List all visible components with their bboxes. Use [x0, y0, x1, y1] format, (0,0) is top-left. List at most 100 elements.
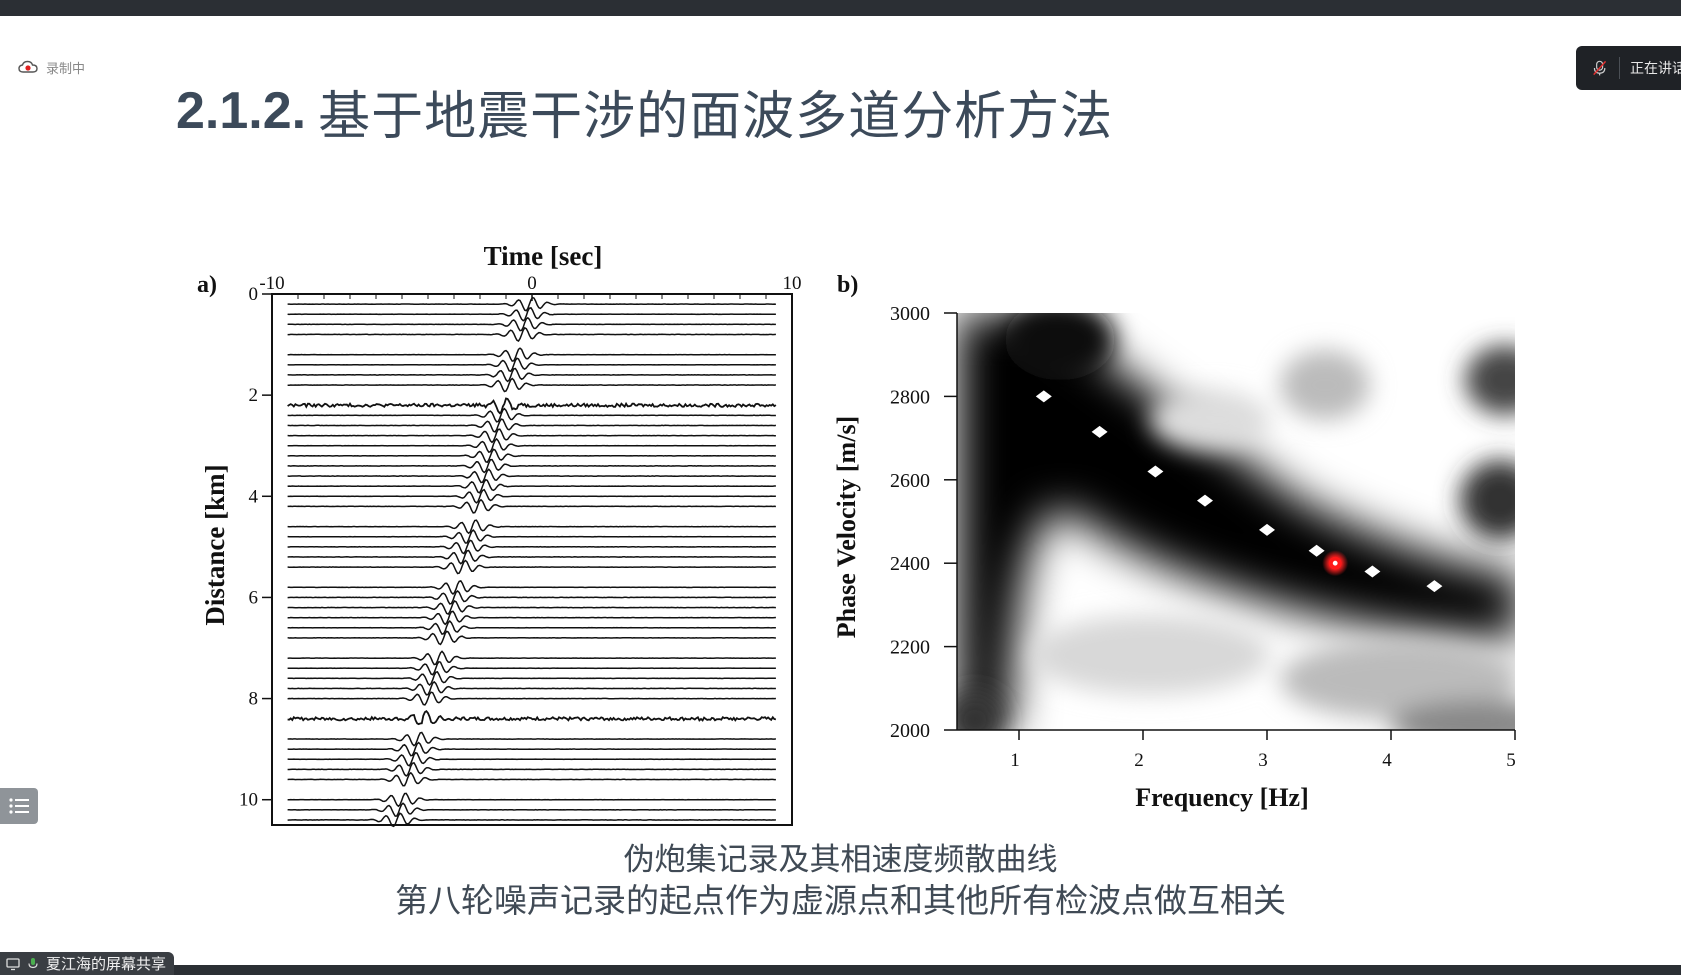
- seismic-trace: [287, 519, 776, 535]
- dispersion-point: [1259, 523, 1275, 536]
- mic-icon: [28, 957, 38, 968]
- dispersion-point: [1091, 425, 1108, 438]
- seismic-trace: [287, 347, 776, 362]
- slide-title: 2.1.2. 基于地震干涉的面波多道分析方法: [176, 78, 1113, 147]
- seismic-trace: [287, 610, 776, 626]
- seismic-trace: [287, 741, 776, 757]
- dispersion-point: [1147, 465, 1164, 478]
- title-text: 基于地震干涉的面波多道分析方法: [318, 86, 1114, 147]
- seismic-trace: [287, 792, 776, 808]
- panel-a-title: Time [sec]: [484, 241, 603, 271]
- dispersion-point: [1426, 580, 1443, 593]
- seismic-trace: [287, 448, 776, 464]
- panel-b-ylabel: Phase Velocity [m/s]: [832, 416, 861, 638]
- y-tick-label: 4: [249, 486, 259, 507]
- cloud-record-icon: [18, 60, 38, 73]
- dispersion-panel: b) Frequency [Hz] Phase Velocity [m/s] 1…: [832, 272, 1516, 812]
- speaking-label: 正在讲话: [1630, 61, 1681, 77]
- y-tick-label: 2: [249, 385, 259, 406]
- seismic-trace: [287, 559, 776, 575]
- screen-share-icon: [6, 957, 20, 970]
- seismic-trace: [287, 751, 776, 767]
- seismic-trace: [287, 802, 776, 817]
- bottom-toolbar: [0, 965, 1681, 975]
- screen-share-tab[interactable]: 夏江海的屏幕共享: [0, 952, 175, 975]
- seismic-trace: [287, 650, 776, 666]
- x-tick-label: -10: [259, 273, 284, 294]
- y-tick-label: 3000: [890, 303, 930, 325]
- seismic-trace: [287, 660, 776, 676]
- seismic-trace: [287, 620, 776, 635]
- seismic-trace: [287, 437, 776, 453]
- list-menu-icon: [9, 798, 29, 814]
- x-tick-label: 0: [527, 273, 537, 294]
- seismic-trace: [287, 458, 777, 474]
- x-tick-label: 5: [1506, 750, 1516, 771]
- seismic-trace: [287, 691, 776, 706]
- seismic-trace: [287, 407, 776, 423]
- seismic-trace: [287, 306, 776, 322]
- top-toolbar: [0, 0, 1681, 16]
- seismic-trace: [287, 498, 776, 514]
- y-tick-label: 0: [249, 284, 259, 305]
- dispersion-point: [1308, 544, 1325, 557]
- x-tick-label: 1: [1010, 750, 1020, 771]
- seismic-trace: [287, 529, 777, 544]
- seismic-trace: [287, 680, 776, 696]
- y-ticks: 0 2 4 6 8 10: [239, 284, 272, 811]
- speaking-indicator[interactable]: 正在讲话: [1576, 46, 1681, 90]
- mic-muted-icon: [1593, 60, 1607, 76]
- seismic-trace: [287, 488, 776, 504]
- y-ticks: 2000 2200 2400 2600 2800 3000: [890, 303, 957, 742]
- y-tick-label: 2000: [890, 720, 930, 742]
- screen-share-label: 夏江海的屏幕共享: [46, 955, 167, 973]
- highlight-center: [1332, 560, 1338, 566]
- figure-description: 第八轮噪声记录的起点作为虚源点和其他所有检波点做互相关: [395, 881, 1286, 920]
- panel-b-label: b): [837, 272, 858, 298]
- dispersion-heatmap: [957, 313, 1515, 730]
- seismic-trace: [287, 671, 776, 687]
- y-tick-label: 2800: [890, 386, 930, 408]
- y-tick-label: 2600: [890, 470, 930, 492]
- recording-indicator[interactable]: 录制中: [18, 58, 86, 77]
- seismic-trace: [287, 478, 776, 494]
- seismic-trace: [287, 771, 776, 787]
- dispersion-points: [1035, 390, 1443, 593]
- seismic-trace: [287, 367, 776, 383]
- dispersion-point: [1364, 565, 1381, 578]
- seismic-trace: [287, 357, 776, 373]
- panel-a-ylabel: Distance [km]: [200, 464, 230, 625]
- y-tick-label: 8: [249, 689, 259, 710]
- seismic-trace: [287, 600, 776, 616]
- dispersion-point: [1035, 390, 1052, 403]
- seismic-trace: [287, 377, 776, 393]
- seismic-trace: [287, 580, 776, 596]
- title-number: 2.1.2.: [176, 82, 307, 140]
- traces: [287, 296, 777, 828]
- y-tick-label: 6: [249, 587, 259, 608]
- y-tick-label: 2200: [890, 637, 930, 659]
- x-tick-label: 2: [1134, 750, 1144, 771]
- divider: [1619, 57, 1620, 79]
- figure-caption: 伪炮集记录及其相速度频散曲线: [623, 842, 1058, 878]
- menu-button[interactable]: [0, 788, 38, 824]
- recording-label: 录制中: [46, 61, 86, 77]
- x-ticks: -10 0 10: [259, 273, 802, 301]
- seismic-trace: [287, 418, 776, 433]
- seismic-trace: [287, 549, 776, 565]
- panel-a-label: a): [197, 272, 217, 298]
- seismic-trace: [287, 812, 776, 828]
- seismic-trace: [287, 590, 776, 605]
- seismic-trace: [287, 731, 776, 747]
- panel-b-xlabel: Frequency [Hz]: [1135, 783, 1309, 812]
- dispersion-point: [1197, 494, 1213, 507]
- seismic-trace: [287, 326, 776, 342]
- seismic-trace: [287, 762, 776, 777]
- x-tick-label: 3: [1258, 750, 1268, 771]
- y-tick-label: 10: [239, 790, 258, 811]
- seismic-trace: [287, 397, 777, 415]
- x-tick-label: 4: [1382, 750, 1392, 771]
- seismic-trace: [287, 468, 776, 484]
- seismic-trace: [287, 296, 776, 312]
- seismic-trace: [287, 316, 776, 332]
